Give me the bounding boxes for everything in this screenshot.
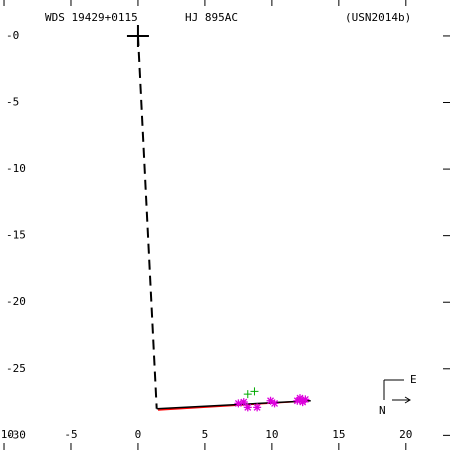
- plus-point: [250, 387, 259, 396]
- x-tick-label: -10: [0, 428, 14, 441]
- y-tick-label: -30: [6, 428, 26, 441]
- asterisk-point: [266, 396, 275, 405]
- x-tick-label: 0: [135, 428, 142, 441]
- plus-point: [243, 390, 252, 399]
- x-tick-label: 10: [265, 428, 278, 441]
- y-tick-label: -10: [6, 162, 26, 175]
- asterisk-point: [239, 398, 248, 407]
- chart-title: WDS 19429+0115: [45, 11, 138, 24]
- orbit-line: [156, 399, 311, 410]
- y-tick-label: -25: [6, 362, 26, 375]
- compass-arrow-head: [404, 396, 411, 404]
- y-tick-label: -20: [6, 295, 26, 308]
- chart-title: HJ 895AC: [185, 11, 238, 24]
- x-tick-label: 5: [202, 428, 209, 441]
- asterisk-point: [301, 395, 310, 404]
- compass: E N: [379, 373, 417, 417]
- asterisk-point: [270, 399, 279, 408]
- y-tick-label: -0: [6, 29, 19, 42]
- y-tick-label: -5: [6, 96, 19, 109]
- asterisk-point: [296, 394, 304, 403]
- asterisk-point: [253, 403, 262, 412]
- x-tick-label: -5: [64, 428, 77, 441]
- primary-star: [126, 24, 149, 47]
- asterisk-point: [234, 399, 243, 408]
- y-tick-label: -15: [6, 229, 26, 242]
- chart-title: (USN2014b): [345, 11, 411, 24]
- x-tick-label: 20: [399, 428, 412, 441]
- compass-north-label: N: [379, 404, 386, 417]
- asterisk-point: [243, 403, 252, 412]
- x-tick-label: 15: [332, 428, 345, 441]
- compass-east-label: E: [410, 373, 417, 386]
- dashed-line: [136, 35, 158, 409]
